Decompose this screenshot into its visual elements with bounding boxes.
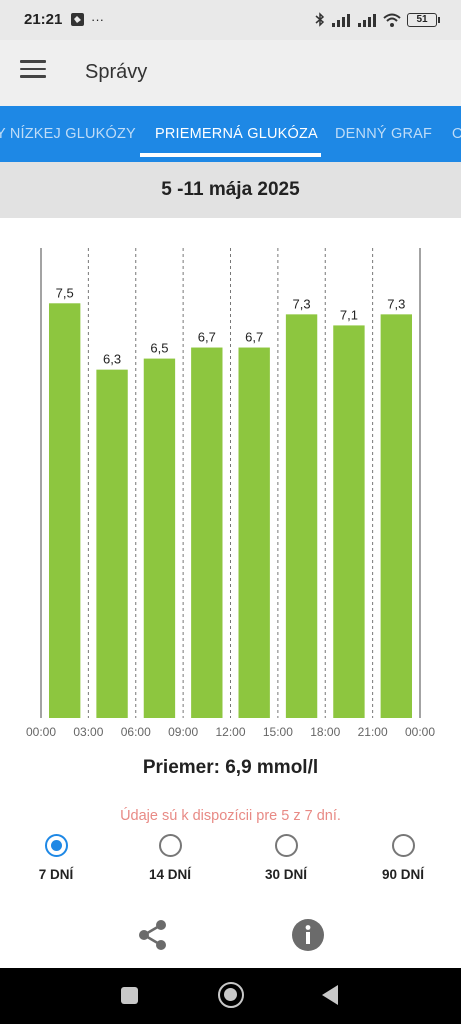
bar-value-label: 6,3 — [103, 352, 121, 367]
tab-average-glucose[interactable]: PRIEMERNÁ GLUKÓZA — [155, 126, 318, 142]
chart-bar — [191, 347, 223, 718]
average-glucose-chart: 7,5 6,3 6,5 6,7 6,7 7,3 7,1 7,3 00:00 03:00 06:00 0… — [0, 218, 461, 748]
x-tick-label: 00:00 — [405, 725, 435, 739]
chart-bar — [143, 358, 176, 718]
recents-icon[interactable] — [121, 987, 138, 1004]
range-label: 90 DNÍ — [381, 867, 425, 882]
average-value: Priemer: 6,9 mmol/l — [142, 757, 319, 778]
chart-bar — [238, 347, 270, 718]
tab-daily-graph[interactable]: DENNÝ GRAF — [335, 126, 433, 142]
menu-icon[interactable] — [20, 60, 46, 82]
report-actions — [0, 910, 461, 960]
battery-icon: 51 — [407, 12, 440, 27]
chart-bar — [333, 325, 365, 718]
more-dots-icon: ··· — [91, 12, 104, 27]
report-tabs: Y NÍZKEJ GLUKÓZY PRIEMERNÁ GLUKÓZA DENNÝ… — [0, 106, 461, 162]
range-label: 14 DNÍ — [148, 867, 192, 882]
share-icon[interactable] — [136, 918, 170, 952]
radio-30-days[interactable] — [274, 834, 298, 857]
notification-icon — [71, 13, 84, 26]
bluetooth-icon — [315, 12, 325, 27]
x-tick-label: 06:00 — [121, 725, 151, 739]
x-tick-label: 00:00 — [26, 725, 56, 739]
x-tick-label: 15:00 — [263, 725, 293, 739]
system-nav-bar — [0, 968, 461, 1024]
home-icon[interactable] — [218, 982, 244, 1008]
bar-value-label: 6,7 — [245, 330, 263, 345]
x-tick-label: 12:00 — [215, 725, 245, 739]
bar-value-label: 6,5 — [150, 341, 168, 356]
chart-bar — [49, 303, 81, 718]
bar-value-label: 7,3 — [293, 296, 311, 311]
radio-14-days[interactable] — [158, 834, 182, 857]
x-tick-label: 21:00 — [358, 725, 388, 739]
range-7-days[interactable]: 7 DNÍ — [16, 830, 96, 882]
signal-icon-2 — [358, 13, 376, 27]
status-time: 21:21 — [24, 11, 63, 28]
range-label: 7 DNÍ — [38, 867, 74, 882]
x-tick-label: 09:00 — [168, 725, 198, 739]
range-selector: 7 DNÍ 14 DNÍ 30 DNÍ 90 DNÍ — [0, 830, 461, 890]
date-range-band: 5 -11 mája 2025 — [0, 162, 461, 218]
radio-7-days[interactable] — [44, 834, 68, 857]
range-90-days[interactable]: 90 DNÍ — [363, 830, 443, 882]
back-icon[interactable] — [322, 985, 338, 1005]
wifi-icon — [383, 13, 401, 27]
bar-value-label: 7,5 — [56, 285, 74, 300]
status-bar: 21:21 ··· 51 — [0, 0, 461, 40]
range-14-days[interactable]: 14 DNÍ — [130, 830, 210, 882]
chart-bar — [96, 369, 128, 718]
bar-value-label: 6,7 — [198, 330, 216, 345]
bar-value-label: 7,1 — [340, 307, 358, 322]
tab-low-glucose[interactable]: Y NÍZKEJ GLUKÓZY — [0, 126, 136, 142]
x-tick-label: 03:00 — [73, 725, 103, 739]
page-title: Správy — [85, 61, 148, 83]
info-icon[interactable] — [291, 918, 325, 952]
radio-90-days[interactable] — [391, 834, 415, 857]
chart-bar — [285, 314, 318, 718]
availability-note: Údaje sú k dispozícii pre 5 z 7 dní. — [120, 808, 341, 824]
bar-chart: 7,5 6,3 6,5 6,7 6,7 7,3 7,1 7,3 00:00 03:00 06:00 0… — [26, 248, 435, 739]
date-range: 5 -11 mája 2025 — [161, 179, 300, 200]
chart-bar — [380, 314, 412, 718]
range-30-days[interactable]: 30 DNÍ — [246, 830, 326, 882]
x-tick-label: 18:00 — [310, 725, 340, 739]
tab-next[interactable]: O — [452, 126, 461, 142]
range-label: 30 DNÍ — [264, 867, 308, 882]
active-tab-indicator — [140, 153, 321, 157]
app-bar: Správy — [0, 40, 461, 106]
bar-value-label: 7,3 — [387, 296, 405, 311]
signal-icon — [332, 13, 350, 27]
